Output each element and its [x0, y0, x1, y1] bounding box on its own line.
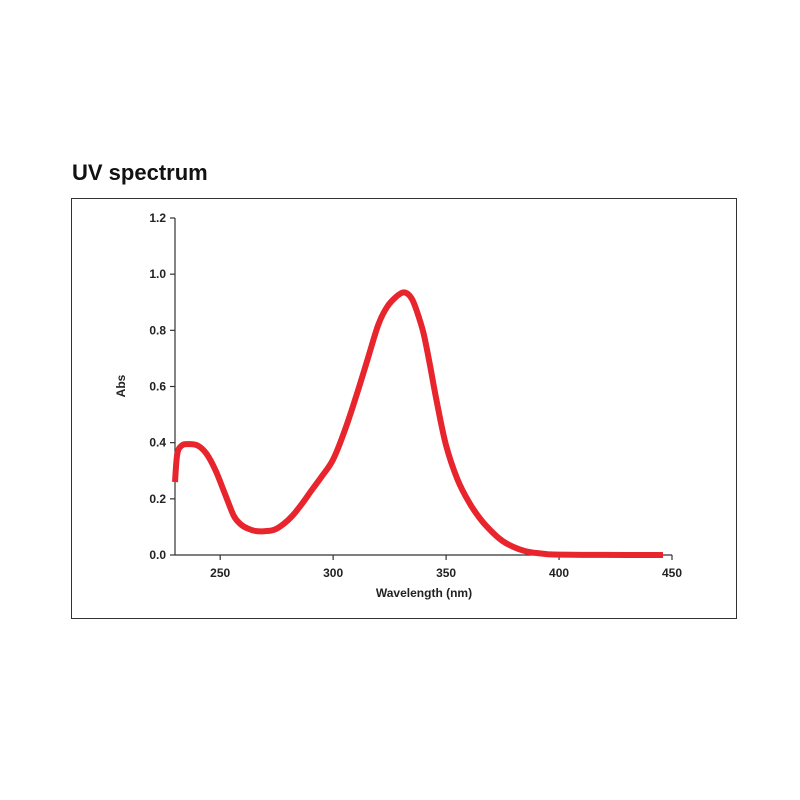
y-tick-label: 1.0 [149, 267, 166, 281]
y-tick-label: 0.2 [149, 492, 166, 506]
chart-frame [71, 198, 737, 619]
x-tick-label: 250 [210, 566, 230, 580]
x-tick-label: 400 [549, 566, 569, 580]
y-tick-label: 0.4 [149, 436, 166, 450]
y-axis-label: Abs [114, 374, 128, 397]
y-tick-label: 0.0 [149, 548, 166, 562]
x-axis-label: Wavelength (nm) [376, 586, 472, 600]
chart-title: UV spectrum [72, 160, 208, 185]
series-group [172, 289, 663, 558]
axes-group [174, 218, 672, 556]
y-tick-label: 0.8 [149, 323, 166, 337]
spectrum-line [172, 289, 663, 558]
y-tick-label: 0.6 [149, 380, 166, 394]
x-tick-label: 300 [323, 566, 343, 580]
ticks-group: 0.0 0.2 0.4 0.6 0.8 1.0 1.2 250 300 350 400 450 [149, 211, 682, 580]
y-tick-label: 1.2 [149, 211, 166, 225]
x-tick-label: 350 [436, 566, 456, 580]
x-tick-label: 450 [662, 566, 682, 580]
